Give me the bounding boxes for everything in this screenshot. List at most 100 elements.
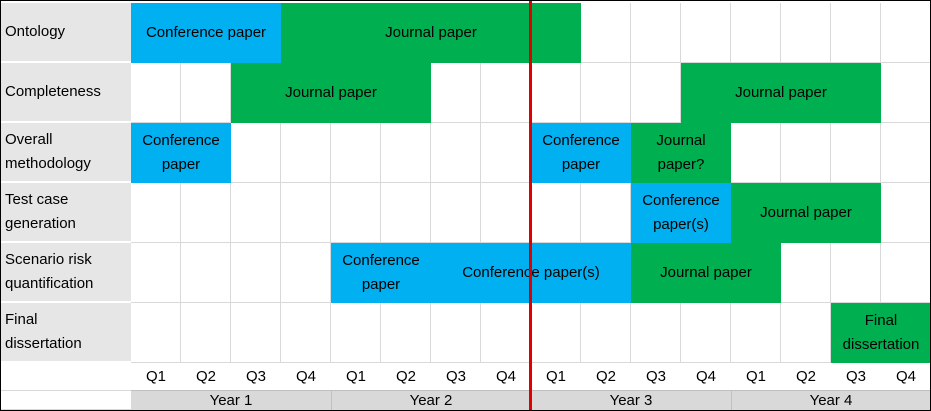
grid-cell [781, 243, 831, 303]
grid-cell [181, 243, 231, 303]
quarter-label: Q1 [331, 363, 381, 391]
quarter-label: Q2 [781, 363, 831, 391]
journal-paper-bar: Journal paper? [631, 123, 731, 183]
grid-cell [281, 183, 331, 243]
quarter-label: Q3 [831, 363, 881, 391]
grid-cell [881, 63, 930, 123]
grid-cell [681, 303, 731, 363]
divider [1, 390, 131, 391]
grid-cell [581, 303, 631, 363]
grid-cell [231, 183, 281, 243]
grid-cell [281, 123, 331, 183]
grid-cell [131, 303, 181, 363]
row-label: Ontology [1, 3, 131, 62]
grid-cell [431, 303, 481, 363]
grid-cell [381, 183, 431, 243]
grid-cell [281, 303, 331, 363]
quarter-label: Q1 [131, 363, 181, 391]
grid-cell [231, 303, 281, 363]
quarter-label: Q2 [581, 363, 631, 391]
grid-cell [481, 63, 531, 123]
journal-paper-bar: Journal paper [631, 243, 781, 303]
grid-cell [131, 63, 181, 123]
grid-cell [731, 3, 781, 63]
quarter-label: Q2 [381, 363, 431, 391]
grid-cell [781, 123, 831, 183]
row-label: Overall methodology [1, 123, 131, 182]
axis-label-spacer [1, 363, 131, 410]
row-label: Scenario risk quantification [1, 243, 131, 302]
grid-cell [331, 123, 381, 183]
grid-cell [481, 123, 531, 183]
year-label: Year 3 [531, 391, 731, 410]
grid-cell [631, 63, 681, 123]
quarter-label: Q4 [481, 363, 531, 391]
grid-cell [881, 183, 930, 243]
grid-cell [481, 303, 531, 363]
year-separator [731, 391, 732, 410]
grid-cell [731, 303, 781, 363]
grid-cell [581, 63, 631, 123]
grid-cell [481, 183, 531, 243]
quarter-label: Q4 [281, 363, 331, 391]
journal-paper-bar: Journal paper [281, 3, 581, 63]
grid-cell [831, 3, 881, 63]
grid-cell [181, 303, 231, 363]
grid-cell [131, 243, 181, 303]
conference-paper-bar: Conference paper [131, 3, 281, 63]
grid-cell [581, 183, 631, 243]
quarter-label: Q3 [631, 363, 681, 391]
quarter-label: Q1 [731, 363, 781, 391]
grid-cell [431, 183, 481, 243]
quarter-label: Q4 [681, 363, 731, 391]
grid-cell [281, 243, 331, 303]
grid-cell [131, 183, 181, 243]
grid-cell [831, 243, 881, 303]
row-label: Test case generation [1, 183, 131, 242]
grid-cell [381, 123, 431, 183]
year-label: Year 4 [731, 391, 930, 410]
year-label: Year 2 [331, 391, 531, 410]
grid-cell [531, 63, 581, 123]
conference-paper-bar: Conference paper [331, 243, 431, 303]
quarter-label: Q3 [231, 363, 281, 391]
grid-cell [331, 303, 381, 363]
quarter-label: Q2 [181, 363, 231, 391]
grid-cell [631, 3, 681, 63]
grid-cell [381, 303, 431, 363]
conference-paper-bar: Conference paper(s) [631, 183, 731, 243]
journal-paper-bar: Journal paper [231, 63, 431, 123]
conference-paper-bar: Conference paper [531, 123, 631, 183]
year-label: Year 1 [131, 391, 331, 410]
grid-cell [881, 243, 930, 303]
grid-cell [431, 123, 481, 183]
grid-cell [181, 63, 231, 123]
grid-cell [181, 183, 231, 243]
grid-cell [831, 123, 881, 183]
grid-cell [881, 3, 930, 63]
row-label: Final dissertation [1, 303, 131, 362]
grid-cell [581, 3, 631, 63]
grid-cell [531, 183, 581, 243]
grid-cell [631, 303, 681, 363]
grid-cell [531, 303, 581, 363]
grid-cell [231, 243, 281, 303]
grid-cell [731, 123, 781, 183]
journal-paper-bar: Journal paper [731, 183, 881, 243]
row-label: Completeness [1, 63, 131, 122]
quarter-label: Q4 [881, 363, 930, 391]
journal-paper-bar: Journal paper [681, 63, 881, 123]
year-separator [331, 391, 332, 410]
grid-cell [781, 303, 831, 363]
grid-cell [231, 123, 281, 183]
grid-cell [431, 63, 481, 123]
grid-cell [331, 183, 381, 243]
grid-cell [781, 3, 831, 63]
journal-paper-bar: Final dissertation [831, 303, 930, 363]
grid-cell [681, 3, 731, 63]
quarter-label: Q3 [431, 363, 481, 391]
conference-paper-bar: Conference paper [131, 123, 231, 183]
quarter-label: Q1 [531, 363, 581, 391]
